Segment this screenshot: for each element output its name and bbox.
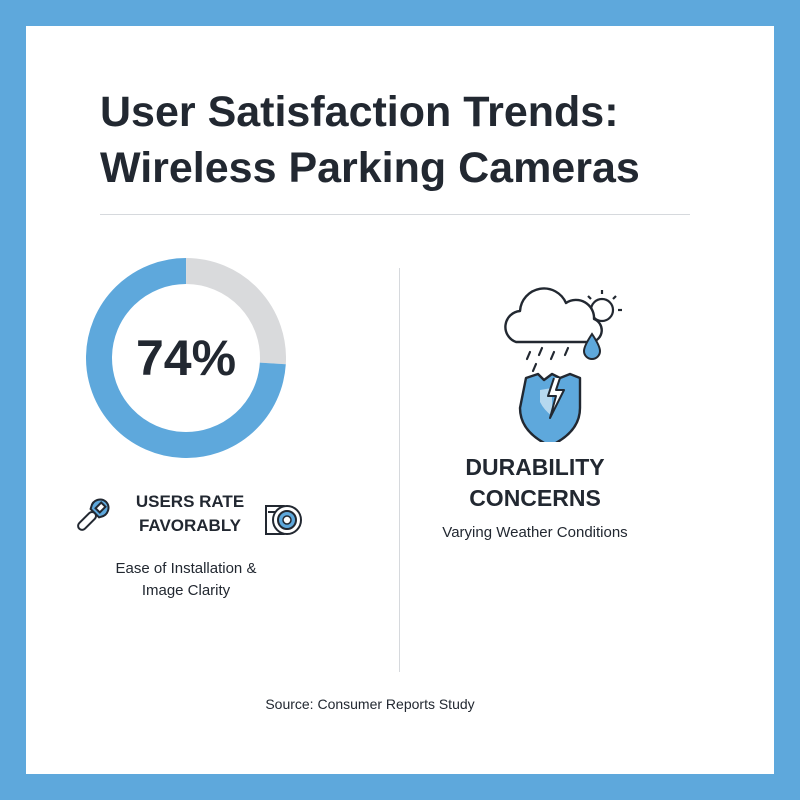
donut-center-label: 74% bbox=[135, 330, 237, 386]
title-divider bbox=[100, 214, 690, 215]
favorable-heading-line-2: FAVORABLY bbox=[138, 516, 242, 535]
column-divider bbox=[399, 268, 400, 672]
page-title: User Satisfaction Trends: Wireless Parki… bbox=[100, 84, 640, 196]
satisfaction-donut-chart bbox=[86, 258, 286, 458]
raindrop-icon bbox=[582, 332, 602, 360]
favorable-subtext: Ease of Installation & Image Clarity bbox=[86, 558, 286, 602]
cloud-icon bbox=[504, 287, 603, 344]
favorable-heading: USERS RATE FAVORABLY bbox=[120, 490, 260, 538]
concern-heading-line-1: DURABILITY bbox=[465, 454, 605, 480]
title-line-1: User Satisfaction Trends: bbox=[100, 88, 619, 136]
wrench-icon bbox=[77, 498, 110, 531]
camera-lens-icon bbox=[265, 505, 302, 535]
favorable-heading-line-1: USERS RATE bbox=[135, 492, 245, 511]
favorable-sub-line-1: Ease of Installation & bbox=[115, 560, 257, 577]
favorable-stat: USERS RATE FAVORABLY bbox=[66, 490, 316, 550]
concern-heading: DURABILITY CONCERNS bbox=[440, 452, 630, 514]
rain-streaks-icon bbox=[525, 346, 570, 373]
concern-subtext: Varying Weather Conditions bbox=[442, 524, 628, 541]
donut-slice-favorable bbox=[86, 258, 286, 458]
concern-heading-line-2: CONCERNS bbox=[469, 485, 601, 511]
source-note: Source: Consumer Reports Study bbox=[265, 696, 475, 712]
storm-cloud-sun-icon bbox=[504, 287, 622, 442]
donut-slice-remainder bbox=[185, 258, 286, 365]
cracked-shield-icon bbox=[518, 372, 582, 442]
title-line-2: Wireless Parking Cameras bbox=[100, 144, 640, 192]
favorable-sub-line-2: Image Clarity bbox=[141, 582, 231, 599]
infographic-card: User Satisfaction Trends: Wireless Parki… bbox=[26, 26, 774, 774]
